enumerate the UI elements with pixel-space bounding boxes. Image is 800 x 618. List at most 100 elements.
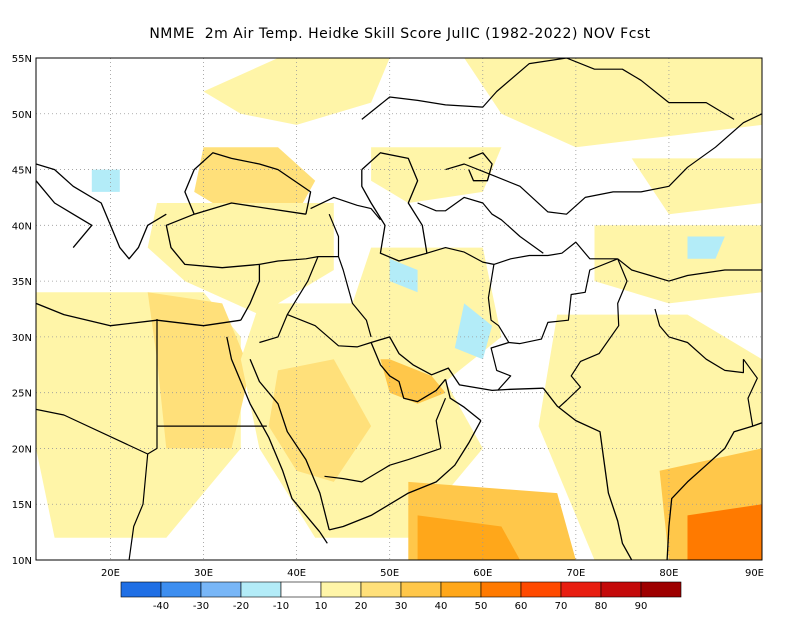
border-india-bangladesh [742, 358, 758, 427]
skill-area-aral-caspian [371, 147, 502, 203]
coastline-oman-gulf-coast [444, 379, 482, 422]
colorbar-label: -40 [153, 601, 169, 612]
lat-tick-label: 10N [12, 556, 32, 567]
border-nepal-india [668, 336, 745, 374]
border-oman-uae [435, 397, 447, 449]
lon-tick-label: 20E [101, 568, 120, 579]
skill-area-mongolia-south [631, 158, 762, 215]
skill-area-black-sea-region [194, 147, 316, 215]
border-tarim-tibet [617, 258, 762, 282]
coastline-horn-coast [319, 531, 328, 544]
lat-tick-label: 25N [12, 389, 32, 400]
colorbar-swatch [240, 581, 282, 598]
coastline-turkey-south-coast [165, 213, 260, 269]
coastline-italy-east [36, 180, 93, 249]
lat-tick-label: 20N [12, 444, 32, 455]
lon-tick-label: 50E [380, 568, 399, 579]
coastline-black-sea-north [184, 152, 312, 215]
skill-area-arabian-sea-core [417, 515, 520, 560]
coastline-pakistan-india-coast [542, 387, 633, 560]
lat-tick-label: 55N [12, 54, 32, 65]
coastline-levant-coast [240, 264, 261, 321]
skill-shading-layer [36, 58, 762, 560]
colorbar-legend [120, 581, 682, 598]
colorbar-swatch [600, 581, 642, 598]
border-afghanistan-north [493, 241, 618, 265]
skill-area-arabia-center [268, 359, 372, 482]
colorbar-label: 30 [395, 601, 408, 612]
border-syria-iraq [286, 256, 319, 315]
skill-area-negative-tarim [687, 236, 725, 259]
colorbar-label: -10 [273, 601, 289, 612]
lon-tick-label: 60E [473, 568, 492, 579]
skill-area-negative-caspian-south [389, 258, 418, 293]
coastline-layer [36, 152, 762, 560]
colorbar-label: 20 [355, 601, 368, 612]
lat-tick-label: 15N [12, 500, 32, 511]
colorbar-label: 50 [475, 601, 488, 612]
coastline-aral-sea [468, 152, 493, 182]
skill-area-europe-north-skill-band [203, 58, 390, 125]
lat-tick-label: 40N [12, 221, 32, 232]
coastline-persian-gulf-north [370, 336, 544, 392]
map-frame [35, 57, 763, 561]
colorbar-swatch [120, 581, 162, 598]
border-kazakh-uzbek-turkmen [417, 196, 544, 254]
colorbar-swatch [360, 581, 402, 598]
colorbar-label: -30 [193, 601, 209, 612]
coastline-persian-gulf-south [370, 342, 446, 403]
lon-tick-label: 70E [566, 568, 585, 579]
border-russia-kazakhstan [361, 58, 735, 120]
border-iraq-iran [337, 256, 372, 338]
colorbar-swatch [320, 581, 362, 598]
colorbar-swatch [560, 581, 602, 598]
coastline-india-east-coast [666, 422, 762, 560]
lon-tick-label: 30E [194, 568, 213, 579]
skill-area-turkey-levant [147, 203, 334, 315]
border-tibet-india [654, 308, 670, 338]
skill-area-egypt-sudan [147, 292, 251, 449]
border-saudi-jordan-iraq [259, 314, 372, 348]
skill-area-negative-iran-east [454, 303, 493, 360]
colorbar-swatch [200, 581, 242, 598]
colorbar-tick-labels: -40 -30 -20 -10 10 20 30 40 50 60 70 80 90 [153, 601, 648, 612]
lon-tick-label: 40E [287, 568, 306, 579]
colorbar-label: 60 [515, 601, 528, 612]
colorbar-swatch [480, 581, 522, 598]
border-saudi-yemen [324, 447, 442, 483]
colorbar-swatch [440, 581, 482, 598]
longitude-tick-labels: 20E 30E 40E 50E 60E 70E 80E 90E [101, 568, 764, 579]
colorbar-label: 10 [315, 601, 328, 612]
lat-lon-grid [36, 58, 762, 560]
colorbar-label: -20 [233, 601, 249, 612]
border-pakistan-india [558, 258, 628, 408]
lat-tick-label: 45N [12, 166, 32, 177]
border-turkey-east [328, 213, 340, 257]
coastline-red-sea-east [249, 358, 330, 531]
border-sudan-chad [128, 453, 149, 560]
border-afghanistan-pakistan [508, 258, 618, 345]
lon-tick-label: 80E [659, 568, 678, 579]
colorbar-label: 70 [555, 601, 568, 612]
colorbar-label: 90 [635, 601, 648, 612]
lon-tick-label: 90E [745, 568, 764, 579]
skill-area-bay-of-bengal-core [687, 504, 762, 560]
colorbar-swatch [280, 581, 322, 598]
border-turkey-syria [259, 256, 339, 265]
colorbar-swatch [640, 581, 682, 598]
border-caucasus [310, 196, 381, 221]
border-kazakhstan-south [445, 113, 762, 215]
colorbar-swatch [160, 581, 202, 598]
colorbar-swatch [520, 581, 562, 598]
map-title: NMME 2m Air Temp. Heidke Skill Score Jul… [149, 26, 651, 42]
country-border-layer [36, 58, 762, 560]
border-iran-turkmenistan [426, 247, 495, 265]
coastline-adriatic-balkans [36, 163, 167, 260]
colorbar-label: 80 [595, 601, 608, 612]
skill-area-central-asia-north-band [464, 58, 762, 148]
coastline-arabia-south-coast [329, 420, 482, 531]
coastline-turkey-north-coast [194, 202, 306, 215]
coastline-red-sea-west [226, 336, 321, 533]
coastline-mediterranean-south-coast [36, 302, 241, 327]
